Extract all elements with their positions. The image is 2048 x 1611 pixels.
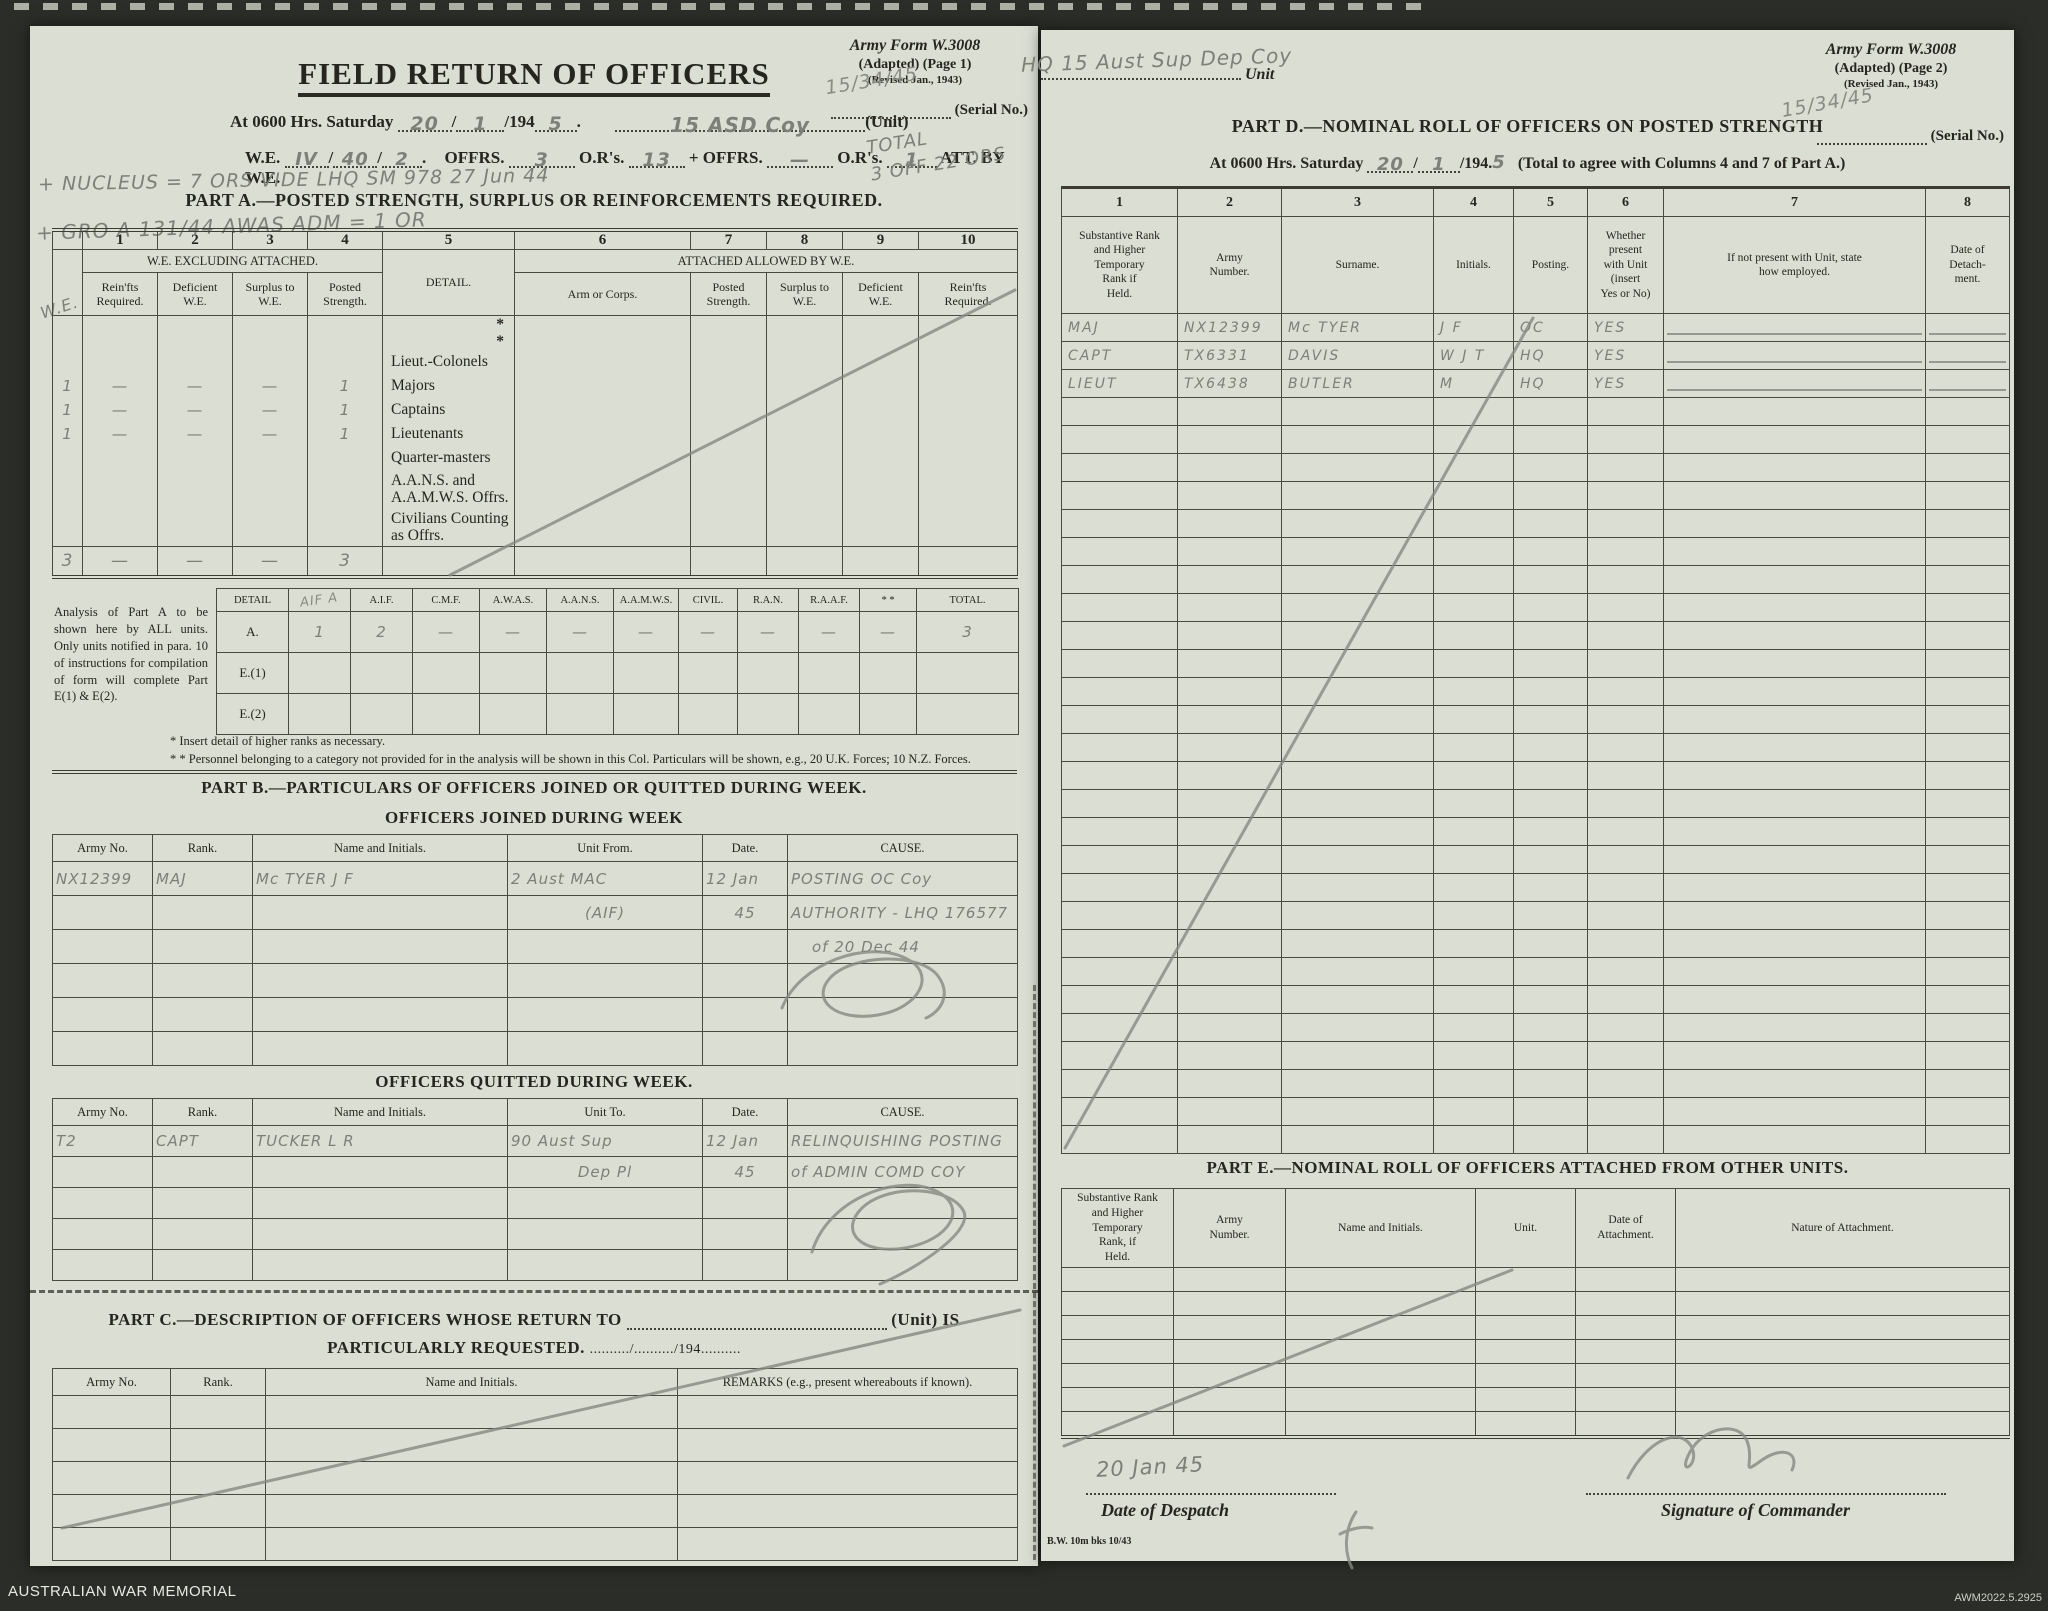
catalog-number: AWM2022.5.2925 [1954, 1592, 2042, 1604]
analysis-block: Analysis of Part A to be shown here by A… [54, 588, 1019, 735]
col-reinfts-required: — — — [82, 315, 158, 547]
joined-empty-rows [52, 963, 1018, 1066]
signature-of-commander-label: Signature of Commander [1661, 1500, 1851, 1520]
analysis-row-e1: E.(1) [216, 652, 1019, 694]
serial-number-field: (Serial No.) [830, 100, 1028, 119]
part-e-empty-rows [1061, 1267, 2010, 1438]
datetime-line: At 0600 Hrs. Saturday 20/1/194 5. 15 ASD … [230, 112, 909, 137]
handwritten-offrs: 3 [534, 149, 549, 171]
serial-blank [830, 100, 951, 119]
group-header-row: W.E. EXCLUDING ATTACHED. DETAIL. ATTACHE… [52, 249, 1018, 316]
form-page-2: HQ 15 Aust Sup Dep Coy Unit Army Form W.… [1021, 30, 2014, 1561]
handwritten-year: 5 [548, 113, 563, 135]
part-d-datetime-line: At 0600 Hrs. Saturday 20/1/194.5 (Total … [1209, 152, 1846, 175]
section-rule [52, 770, 1017, 774]
part-d-row: MAJ NX12399 Mc TYER J F OC YES [1061, 313, 2010, 342]
joined-row: NX12399 MAJ Mc TYER J F 2 Aust MAC 12 Ja… [52, 861, 1018, 896]
sub-header-row: Rein'fts Required. Deficient W.E. Surplu… [53, 272, 1018, 316]
date-of-despatch-label: Date of Despatch [1101, 1500, 1229, 1520]
part-e-title: PART E.—NOMINAL ROLL OF OFFICERS ATTACHE… [1206, 1158, 1849, 1177]
page-title: FIELD RETURN OF OFFICERS [298, 56, 770, 97]
we-strength-line: W.E. IV/40/2. OFFRS. 3 O.R's. 13 + OFFRS… [245, 148, 1005, 187]
part-a-total-row: 3 — — — 3 [52, 546, 1018, 578]
part-c-header-row: Army No. Rank. Name and Initials. REMARK… [52, 1368, 1018, 1396]
analysis-handwritten-note: AIF A [299, 589, 340, 611]
joined-row: (AIF) 45 AUTHORITY - LHQ 176577 [52, 895, 1018, 930]
part-a-footnotes: * Insert detail of higher ranks as neces… [170, 734, 971, 767]
unit-blank-line [1041, 60, 1241, 80]
group-we-excluding: W.E. EXCLUDING ATTACHED. [82, 249, 383, 273]
officers-quitted-table: Army No. Rank. Name and Initials. Unit To.… [52, 1098, 1018, 1281]
analysis-header-row: DETAIL AIF A A.I.F. C.M.F. A.W.A.S. A.A.N.… [216, 588, 1019, 612]
analysis-note: Analysis of Part A to be shown here by A… [54, 605, 208, 704]
part-a-title: PART A.—POSTED STRENGTH, SURPLUS OR REIN… [185, 190, 883, 210]
joined-row: of 20 Dec 44 [52, 929, 1018, 964]
serial-number-field: (Serial No.) [1816, 126, 2004, 145]
form-number: Army Form W.3008 [1825, 41, 1957, 58]
col-arm-or-corps [514, 315, 691, 547]
part-d-header-row: Substantive Rank and Higher Temporary Ra… [1061, 216, 2010, 314]
quitted-row: Dep Pl 45 of ADMIN COMD COY [52, 1156, 1018, 1188]
col-att-surplus [766, 315, 843, 547]
form-page-1: Army Form W.3008 (Adapted) (Page 1) (Rev… [30, 26, 1038, 1566]
col-surplus-we: — — — [232, 315, 308, 547]
officers-joined-table: Army No. Rank. Name and Initials. Unit Fro… [52, 834, 1018, 1066]
part-b-title: PART B.—PARTICULARS OF OFFICERS JOINED O… [201, 778, 867, 797]
part-c-title-line2: PARTICULARLY REQUESTED. ........../.....… [327, 1338, 741, 1357]
form-reference-block: Army Form W.3008 (Adapted) (Page 2) (Rev… [1776, 40, 2006, 91]
part-c-empty-rows [52, 1395, 1018, 1561]
handwritten-ors: 13 [642, 149, 671, 171]
perforation-edge [14, 3, 1434, 10]
part-c-separator [30, 1290, 1038, 1293]
part-e-header-row: Substantive Rank and Higher Temporary Ra… [1061, 1188, 2010, 1268]
part-d-empty-rows [1061, 397, 2010, 1154]
part-c-table: Army No. Rank. Name and Initials. REMARK… [52, 1368, 1018, 1561]
officers-joined-title: OFFICERS JOINED DURING WEEK [385, 808, 683, 827]
page-title-wrap: FIELD RETURN OF OFFICERS [30, 26, 1038, 97]
quitted-header-row: Army No. Rank. Name and Initials. Unit To.… [52, 1098, 1018, 1126]
handwritten-month: 1 [473, 113, 488, 135]
detail-rank-list: * * Lieut.-Colonels Majors Captains Lieu… [382, 315, 515, 547]
quitted-row: T2 CAPT TUCKER L R 90 Aust Sup 12 Jan RE… [52, 1125, 1018, 1157]
group-attached-allowed: ATTACHED ALLOWED BY W.E. [514, 249, 1018, 273]
handwritten-despatch-date: 20 Jan 45 [1095, 1452, 1205, 1482]
officers-quitted-title: OFFICERS QUITTED DURING WEEK. [375, 1072, 693, 1091]
col-att-deficient [842, 315, 919, 547]
unit-label: Unit [1245, 66, 1275, 83]
handwritten-day: 20 [410, 113, 439, 135]
archive-watermark: AUSTRALIAN WAR MEMORIAL [8, 1583, 237, 1600]
part-d-title: PART D.—NOMINAL ROLL OF OFFICERS ON POST… [1231, 116, 1824, 136]
quitted-empty-rows [52, 1187, 1018, 1281]
part-c-title-line1: PART C.—DESCRIPTION OF OFFICERS WHOSE RE… [108, 1310, 960, 1330]
analysis-row-a: A. 1 2 — — — — — — — — 3 [216, 611, 1019, 653]
page-fold-dashed-line [1033, 985, 1036, 1560]
commander-signature-line [1586, 1492, 1946, 1495]
detail-column-header: DETAIL. [382, 249, 515, 316]
col-att-reinfts [918, 315, 1018, 547]
part-d-row: CAPT TX6331 DAVIS W J T HQ YES [1061, 341, 2010, 370]
handwritten-unit: 15 ASD Coy [670, 113, 810, 137]
col-posted-strength: 1 1 1 [307, 315, 383, 547]
col-att-posted-strength [690, 315, 767, 547]
form-reference-block: Army Form W.3008 (Adapted) (Page 1) (Rev… [800, 36, 1030, 87]
analysis-table: DETAIL AIF A A.I.F. C.M.F. A.W.A.S. A.A.N.… [216, 588, 1019, 735]
print-code: B.W. 10m bks 10/43 [1047, 1536, 1132, 1547]
analysis-row-e2: E.(2) [216, 693, 1019, 735]
form-number: Army Form W.3008 [849, 37, 981, 54]
part-a-body-row: 1 1 1 — — — — — — — [52, 315, 1018, 547]
part-e-table: Substantive Rank and Higher Temporary Ra… [1061, 1188, 2010, 1439]
joined-header-row: Army No. Rank. Name and Initials. Unit Fro… [52, 834, 1018, 862]
col-deficient-we: — — — [157, 315, 233, 547]
despatch-date-line [1086, 1492, 1336, 1495]
part-d-row: LIEUT TX6438 BUTLER M HQ YES [1061, 369, 2010, 398]
